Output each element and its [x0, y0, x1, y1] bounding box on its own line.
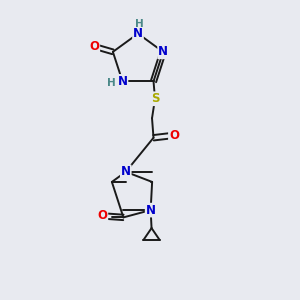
Text: N: N [121, 165, 131, 178]
Text: N: N [158, 45, 168, 58]
Text: O: O [98, 209, 107, 222]
Text: O: O [89, 40, 99, 53]
Text: H: H [135, 19, 144, 29]
Text: N: N [118, 75, 128, 88]
Text: S: S [151, 92, 159, 105]
Text: N: N [133, 27, 143, 40]
Text: N: N [146, 204, 156, 217]
Text: O: O [169, 129, 179, 142]
Text: H: H [107, 78, 116, 88]
